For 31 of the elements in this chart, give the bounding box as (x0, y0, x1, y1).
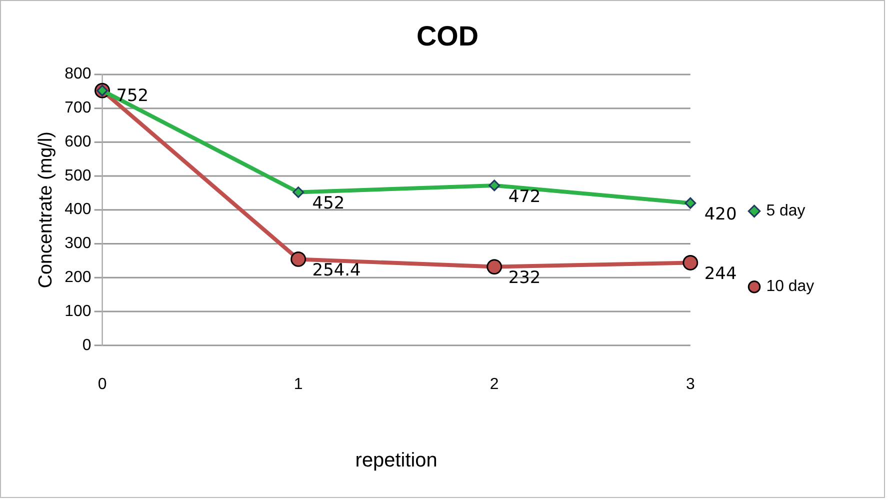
y-tick-label: 600 (64, 133, 92, 150)
x-tick-label: 0 (98, 376, 107, 394)
point (486, 259, 502, 275)
legend-label: 5 day (766, 202, 806, 220)
point (684, 197, 696, 209)
x-tick-label: 2 (490, 376, 499, 394)
data-label: 244 (704, 263, 737, 284)
point (292, 186, 304, 198)
x-tick-label: 1 (294, 376, 303, 394)
data-label: 472 (508, 186, 541, 206)
data-label: 232 (508, 267, 541, 288)
y-tick-label: 500 (64, 167, 92, 184)
y-tick-label: 800 (64, 66, 92, 83)
data-label: 452 (312, 192, 345, 213)
point (682, 255, 698, 270)
y-tick-label: 200 (64, 269, 92, 286)
y-tick-label: 400 (64, 201, 92, 218)
x-axis-title: repetition (355, 450, 438, 472)
y-tick-label: 700 (64, 100, 92, 117)
point (290, 251, 306, 267)
point (488, 180, 500, 192)
y-axis-title: Concentrate (mg/l) (36, 132, 57, 288)
chart-title: COD (416, 20, 479, 52)
y-tick-label: 300 (64, 235, 92, 252)
data-label: 420 (704, 203, 737, 224)
y-tick-label: 100 (64, 302, 92, 320)
y-tick-label: 0 (82, 336, 92, 354)
data-label: 254.4 (312, 260, 361, 280)
legend-label: 10 day (766, 278, 814, 296)
data-label: 752 (116, 84, 149, 105)
x-tick-label: 3 (686, 376, 695, 394)
